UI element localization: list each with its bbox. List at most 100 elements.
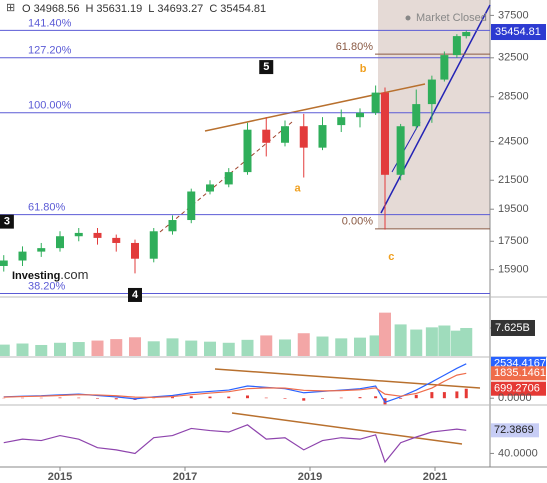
trend-line xyxy=(380,4,491,214)
macd-histogram xyxy=(374,396,378,399)
volume-bar xyxy=(166,338,179,356)
macd-histogram xyxy=(339,397,343,399)
volume-bar xyxy=(460,327,473,356)
x-tick-label: 2015 xyxy=(48,471,72,483)
macd-histogram xyxy=(96,398,99,399)
shaded-zone xyxy=(378,0,490,229)
candle-body xyxy=(299,126,308,148)
volume-bar xyxy=(222,342,235,356)
macd-tag xyxy=(491,366,546,381)
volume-bar xyxy=(369,335,382,356)
y-tick-label: 7.625B xyxy=(495,322,530,334)
macd-histogram xyxy=(430,392,434,399)
x-tick-label: 2021 xyxy=(423,471,447,483)
price-tag xyxy=(491,24,546,41)
candle-body xyxy=(440,55,449,80)
macd-histogram xyxy=(302,398,306,401)
rsi-line xyxy=(3,424,467,464)
ohlc-label: O xyxy=(22,3,31,15)
macd-histogram xyxy=(414,394,418,399)
candle-body xyxy=(74,232,83,237)
fib-label: 100.00% xyxy=(28,100,72,112)
candle-body xyxy=(93,232,102,238)
volume-bar xyxy=(185,340,198,356)
ohlc-value: 35454.81 xyxy=(220,3,266,15)
wave-label: 5 xyxy=(263,61,269,73)
macd-histogram xyxy=(114,398,118,400)
volume-bar xyxy=(260,335,273,356)
macd-histogram xyxy=(358,397,362,399)
market-status: Market Closed xyxy=(416,12,487,24)
price-tag-label: 35454.81 xyxy=(495,26,541,38)
wave-box xyxy=(128,287,142,302)
x-tick-label: 2019 xyxy=(298,471,322,483)
ohlc-value: 34693.27 xyxy=(157,3,203,15)
macd-tag-label: 699.2706 xyxy=(494,383,540,395)
volume-bar xyxy=(16,343,29,356)
ohlc-value: 34968.56 xyxy=(34,3,80,15)
y-tick-label: 0.0000 xyxy=(498,392,532,404)
candle-body xyxy=(112,237,121,243)
fib-label: 0.00% xyxy=(342,216,373,228)
macd-histogram xyxy=(189,396,193,399)
trend-line xyxy=(214,368,481,389)
candle-body xyxy=(131,242,139,259)
y-tick-label: 40.0000 xyxy=(498,447,538,459)
volume-bar xyxy=(0,344,10,356)
candle-body xyxy=(356,112,364,118)
volume-bar xyxy=(450,330,463,356)
volume-bar xyxy=(91,340,104,356)
volume-bar xyxy=(379,312,391,356)
trend-line xyxy=(231,412,463,445)
fib-label: 127.20% xyxy=(28,45,72,57)
candle-body xyxy=(224,172,233,185)
y-tick-label: 24500 xyxy=(498,135,529,147)
trend-line xyxy=(204,83,426,132)
x-tick-label: 2017 xyxy=(173,471,197,483)
candle-body xyxy=(56,236,64,249)
logo-text: Investing xyxy=(12,270,60,282)
logo: Investing.com xyxy=(12,267,88,282)
volume-bar xyxy=(204,341,216,356)
ohlc-label: C xyxy=(209,3,217,15)
volume-bar xyxy=(54,342,66,356)
candle-body xyxy=(381,92,389,175)
chart-icon[interactable]: ⊞ xyxy=(6,2,15,14)
candle-body xyxy=(462,32,471,37)
candle-body xyxy=(0,260,8,266)
wave-label: a xyxy=(294,183,301,195)
candle-body xyxy=(452,36,461,56)
candle-body xyxy=(187,191,196,221)
macd-histogram xyxy=(321,398,324,399)
macd-histogram xyxy=(227,396,231,399)
volume-bar xyxy=(438,325,451,356)
macd-histogram xyxy=(283,398,287,399)
candle-body xyxy=(427,79,436,105)
volume-bar xyxy=(279,339,291,356)
macd-histogram xyxy=(171,397,174,399)
y-tick-label: 19500 xyxy=(498,203,529,215)
y-tick-label: 37500 xyxy=(498,9,529,21)
candle-body xyxy=(281,126,289,143)
wave-label: 4 xyxy=(132,289,139,301)
volume-bar xyxy=(147,341,160,356)
volume-bar xyxy=(394,324,407,356)
candle-body xyxy=(337,117,346,126)
ohlc-label: H xyxy=(85,3,93,15)
candle-body xyxy=(243,129,252,173)
fib-label: 141.40% xyxy=(28,17,72,29)
wave-box xyxy=(0,214,14,229)
wave-label: 3 xyxy=(4,216,10,228)
y-tick-label: 17500 xyxy=(498,235,529,247)
candle-body xyxy=(412,104,421,127)
volume-bar xyxy=(110,339,123,356)
wave-label: c xyxy=(388,251,394,263)
volume-bar xyxy=(297,333,310,356)
macd-histogram xyxy=(442,392,446,399)
rsi-tag-label: 72.3869 xyxy=(494,424,534,436)
candle-body xyxy=(18,251,27,261)
wave-label: b xyxy=(360,63,367,75)
ohlc-value: 35631.19 xyxy=(96,3,142,15)
ohlc-header: O 34968.56 H 35631.19 L 34693.27 C 35454.81 xyxy=(22,3,266,15)
